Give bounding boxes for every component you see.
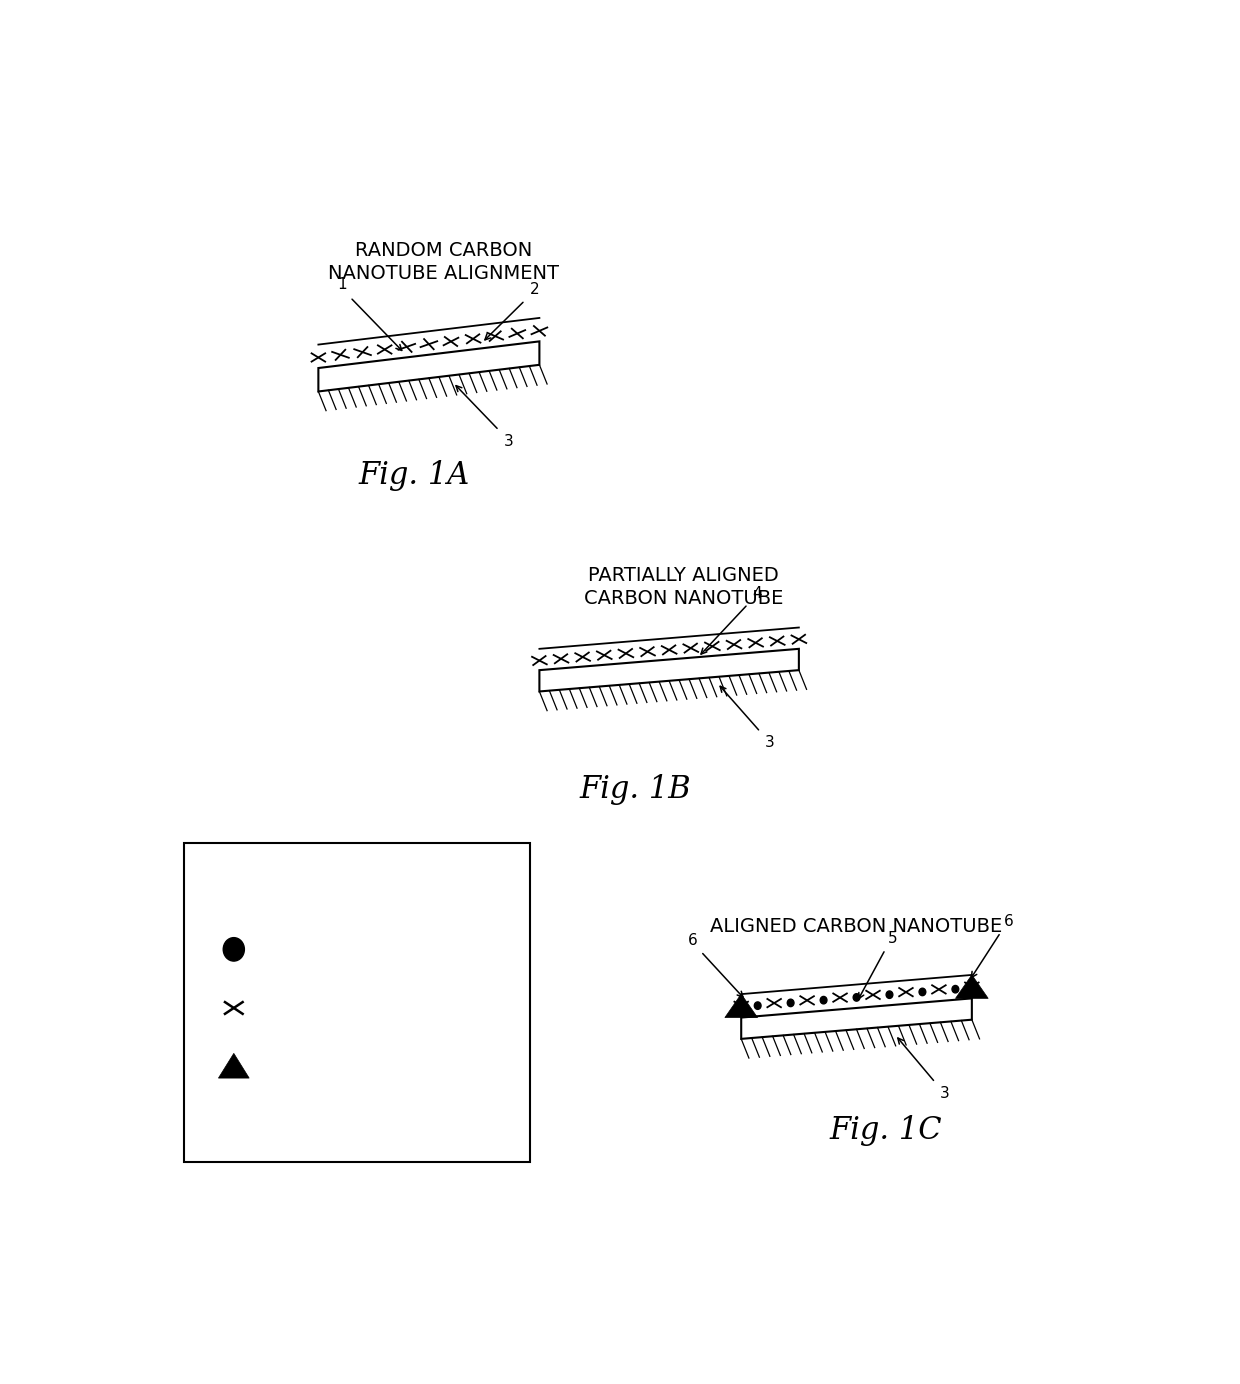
Text: 6: 6 (688, 933, 698, 948)
Polygon shape (956, 974, 988, 998)
Circle shape (820, 996, 827, 1003)
Polygon shape (218, 1053, 249, 1078)
Text: Figs. 1A, 1B, AND 1C: Figs. 1A, 1B, AND 1C (278, 895, 435, 911)
Polygon shape (742, 998, 972, 1039)
Circle shape (223, 937, 244, 960)
Text: Fig. 1A: Fig. 1A (358, 459, 470, 490)
Circle shape (754, 1002, 761, 1009)
Text: RANDOM CARBON
NANOTUBE ALIGNMENT: RANDOM CARBON NANOTUBE ALIGNMENT (327, 241, 559, 284)
Bar (184, 843, 529, 1163)
Text: NANOPARTICLES: NANOPARTICLES (270, 943, 396, 956)
Text: Fig. 1B: Fig. 1B (579, 774, 692, 805)
Polygon shape (319, 342, 539, 392)
Text: FILM: FILM (270, 1062, 305, 1077)
Text: 3: 3 (940, 1085, 950, 1100)
Circle shape (919, 988, 926, 995)
Circle shape (887, 991, 893, 998)
Polygon shape (539, 649, 799, 692)
Text: 6: 6 (1003, 915, 1013, 929)
Text: 3: 3 (765, 735, 775, 750)
Text: 1: 1 (337, 277, 347, 292)
Text: 3: 3 (503, 433, 513, 448)
Text: ALIGNED CARBON NANOTUBE: ALIGNED CARBON NANOTUBE (711, 918, 1003, 937)
Polygon shape (725, 994, 758, 1017)
Text: 2: 2 (529, 282, 539, 298)
Text: 5: 5 (888, 931, 898, 947)
Text: LEGEND FOR: LEGEND FOR (293, 862, 420, 880)
Circle shape (787, 999, 794, 1006)
Text: 4: 4 (753, 585, 763, 601)
Text: CARBON NANOTUBES: CARBON NANOTUBES (270, 1001, 436, 1016)
Text: Fig. 1C: Fig. 1C (830, 1116, 941, 1146)
Circle shape (952, 985, 959, 992)
Text: PARTIALLY ALIGNED
CARBON NANOTUBE: PARTIALLY ALIGNED CARBON NANOTUBE (584, 566, 784, 608)
Circle shape (853, 994, 859, 1001)
